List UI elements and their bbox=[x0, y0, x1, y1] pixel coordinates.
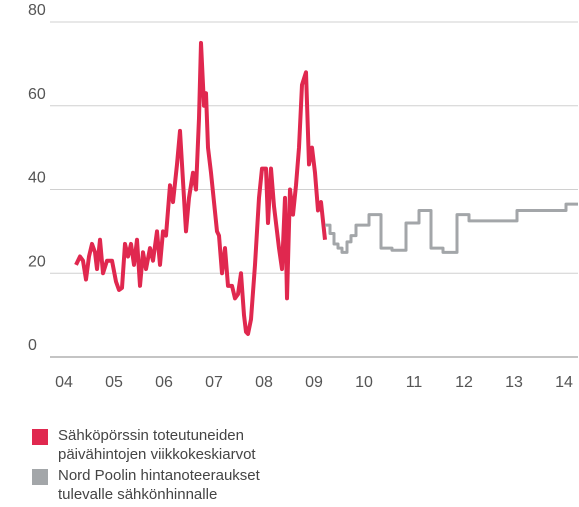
legend-item: Nord Poolin hintanoteeraukset tulevalle … bbox=[32, 466, 298, 504]
legend-swatch bbox=[32, 429, 48, 445]
x-tick-label: 05 bbox=[105, 374, 123, 391]
line-series bbox=[325, 202, 578, 254]
y-tick-label: 80 bbox=[28, 2, 46, 19]
line-series bbox=[74, 40, 327, 336]
x-tick-label: 10 bbox=[355, 374, 373, 391]
x-tick-label: 09 bbox=[305, 374, 323, 391]
legend-label: Sähköpörssin toteutuneiden päivähintojen… bbox=[58, 427, 256, 463]
x-tick-label: 08 bbox=[255, 374, 273, 391]
x-tick-label: 06 bbox=[155, 374, 173, 391]
legend-label: Nord Poolin hintanoteeraukset tulevalle … bbox=[58, 467, 260, 503]
plot: 0 20 40 60 80 04 05 06 07 08 09 10 11 12 13 14 bbox=[28, 2, 578, 391]
x-tick-label: 04 bbox=[55, 374, 73, 391]
legend-swatch bbox=[32, 469, 48, 485]
x-tick-label: 07 bbox=[205, 374, 223, 391]
x-tick-label: 14 bbox=[555, 374, 573, 391]
legend: Sähköpörssin toteutuneiden päivähintojen… bbox=[32, 426, 322, 506]
y-tick-label: 40 bbox=[28, 170, 46, 187]
y-tick-label: 20 bbox=[28, 253, 46, 270]
legend-item: Sähköpörssin toteutuneiden päivähintojen… bbox=[32, 426, 298, 464]
y-tick-label: 60 bbox=[28, 86, 46, 103]
x-tick-label: 13 bbox=[505, 374, 523, 391]
y-tick-label: 0 bbox=[28, 337, 37, 354]
x-tick-label: 12 bbox=[455, 374, 473, 391]
x-tick-label: 11 bbox=[406, 374, 423, 391]
